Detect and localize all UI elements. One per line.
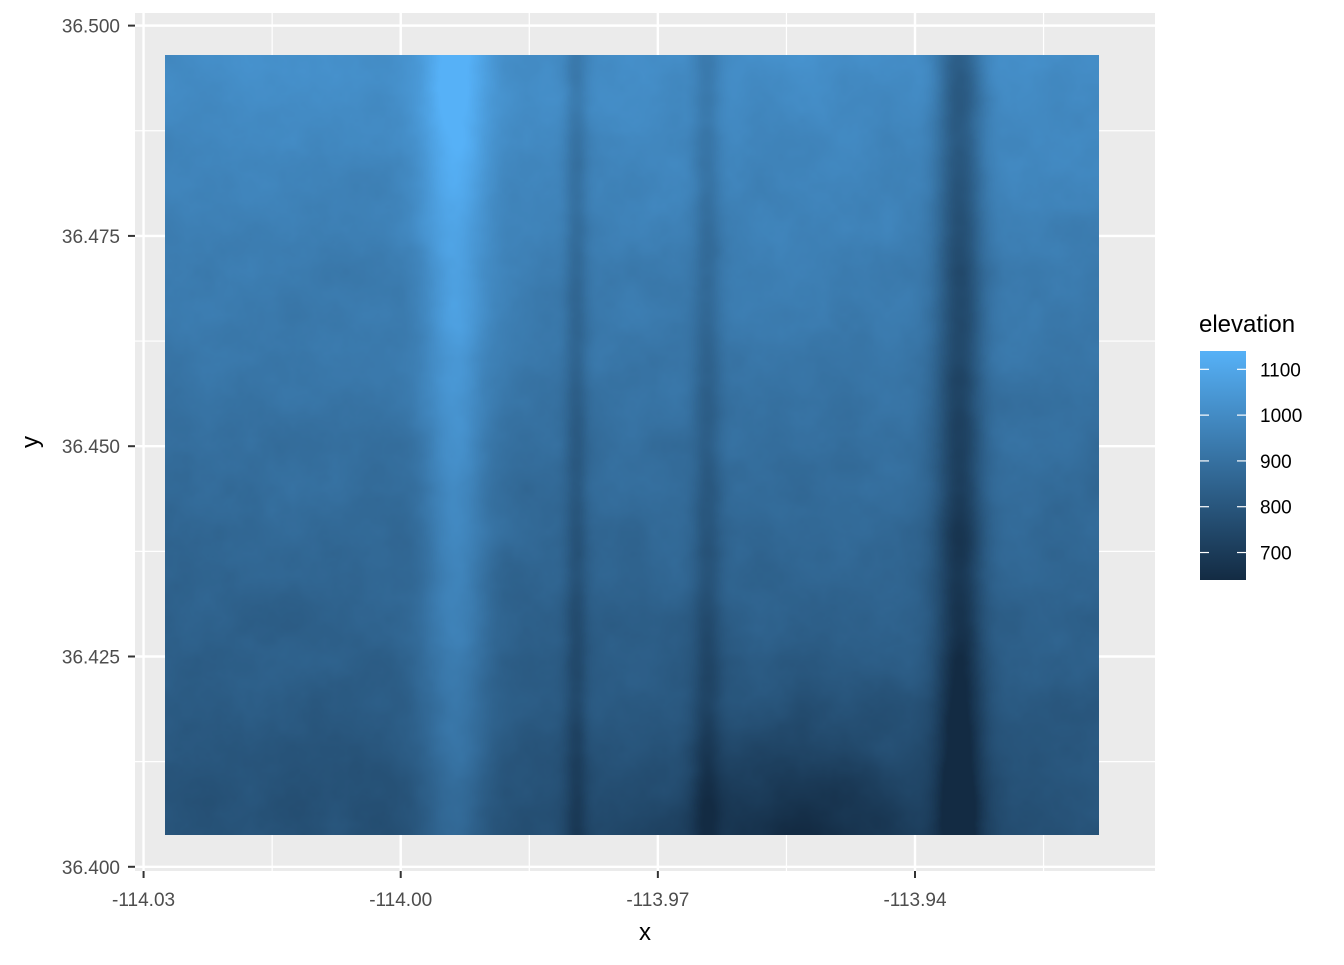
raster-canvas <box>165 55 1099 836</box>
legend-break-label: 1000 <box>1260 406 1302 427</box>
legend-title: elevation <box>1199 311 1295 338</box>
x-tick-label: -114.03 <box>112 890 175 911</box>
x-axis-title: x <box>639 919 651 946</box>
y-axis: 36.400 36.425 36.450 36.475 36.500 <box>62 17 135 879</box>
x-axis: -114.03 -114.00 -113.97 -113.94 <box>112 871 947 911</box>
legend-break-label: 900 <box>1260 452 1292 473</box>
y-axis-title: y <box>17 436 44 448</box>
y-tick-label: 36.500 <box>62 17 120 38</box>
legend-break-label: 700 <box>1260 544 1292 565</box>
legend-ticks: 700 800 900 1000 1100 <box>1200 360 1302 565</box>
x-tick-label: -114.00 <box>369 890 432 911</box>
legend: elevation 700 800 900 1000 1100 <box>1199 311 1302 580</box>
elevation-raster <box>165 55 1099 836</box>
y-tick-label: 36.400 <box>62 858 120 879</box>
raster-image <box>165 55 1099 836</box>
y-tick-label: 36.450 <box>62 437 120 458</box>
y-tick-label: 36.425 <box>62 648 120 669</box>
y-tick-label: 36.475 <box>62 227 120 248</box>
legend-colorbar <box>1200 351 1246 580</box>
legend-break-label: 800 <box>1260 498 1292 519</box>
legend-break-label: 1100 <box>1260 360 1301 381</box>
x-tick-label: -113.97 <box>626 890 689 911</box>
x-tick-label: -113.94 <box>883 890 946 911</box>
